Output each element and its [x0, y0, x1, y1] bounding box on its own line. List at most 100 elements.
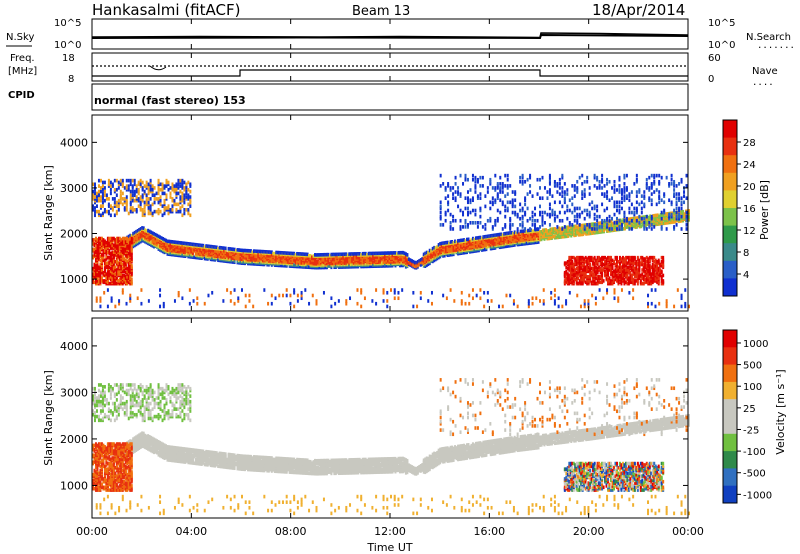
power-cell	[618, 204, 621, 209]
power-cell	[483, 247, 486, 252]
power-cell	[124, 247, 127, 252]
power-cell	[185, 195, 188, 199]
power-cell	[586, 179, 589, 184]
power-cell	[603, 208, 606, 213]
power-cell	[670, 212, 673, 217]
power-cell	[200, 247, 203, 252]
power-cell	[179, 195, 182, 199]
power-cell	[474, 175, 477, 180]
power-cell	[226, 256, 229, 261]
power-cell	[181, 191, 184, 196]
power-cell	[573, 232, 576, 236]
power-cell	[181, 213, 184, 218]
power-cell	[481, 225, 484, 229]
power-cell	[410, 259, 413, 263]
power-cell	[194, 251, 197, 256]
power-cell	[159, 209, 162, 214]
power-cell	[462, 210, 465, 215]
power-cell	[160, 236, 163, 240]
power-cell	[648, 225, 651, 229]
power-cell	[299, 261, 302, 265]
power-cell	[491, 186, 494, 190]
power-cell	[439, 184, 442, 188]
power-cell	[137, 204, 140, 208]
power-cell	[390, 262, 392, 267]
power-cell	[126, 272, 129, 276]
power-cell	[117, 266, 120, 271]
power-cell	[566, 280, 569, 285]
power-cell	[633, 212, 636, 217]
power-cell	[185, 186, 188, 190]
power-cell	[628, 221, 631, 225]
power-cell	[102, 279, 105, 283]
power-cell	[457, 241, 460, 246]
power-cell	[519, 229, 522, 234]
power-cell	[305, 252, 308, 257]
power-cell	[632, 216, 635, 221]
power-cell	[194, 255, 197, 260]
power-cell	[601, 177, 604, 182]
power-cell	[123, 197, 126, 201]
power-cell	[688, 209, 690, 213]
power-cell	[127, 187, 130, 192]
power-cell	[227, 246, 230, 251]
power-cell	[539, 230, 541, 234]
power-cell	[243, 258, 246, 263]
power-cell	[536, 192, 539, 196]
power-cell	[113, 200, 116, 205]
power-cell	[558, 210, 561, 215]
power-cell	[561, 204, 564, 209]
power-cell	[650, 214, 653, 219]
power-cell	[630, 227, 633, 231]
power-cell	[99, 273, 102, 278]
power-cell	[139, 178, 142, 183]
power-cell	[187, 195, 190, 199]
power-cell	[124, 240, 127, 245]
power-cell	[576, 188, 579, 192]
power-cell	[618, 208, 621, 213]
power-cell	[484, 223, 487, 227]
power-cell	[531, 210, 534, 215]
power-cell	[521, 179, 524, 184]
power-cell	[653, 179, 656, 184]
power-cell	[185, 184, 188, 188]
power-cell	[489, 182, 492, 186]
power-cell	[106, 261, 109, 265]
power-cell	[566, 188, 569, 192]
power-cell	[552, 227, 555, 231]
power-cell	[665, 227, 668, 231]
power-cell	[165, 195, 168, 199]
power-cell	[214, 249, 217, 253]
power-cell	[439, 242, 442, 246]
power-cell	[293, 263, 296, 267]
power-cell	[101, 193, 104, 198]
power-cell	[436, 252, 439, 257]
power-cell	[576, 206, 579, 211]
power-cell	[613, 221, 616, 225]
power-cell	[100, 236, 103, 241]
power-cell	[118, 244, 121, 249]
power-cell	[144, 228, 147, 233]
power-cell	[494, 188, 497, 192]
power-cell	[147, 202, 150, 207]
power-cell	[581, 173, 584, 178]
power-cell	[447, 182, 450, 186]
power-cell	[434, 246, 437, 250]
power-cell	[105, 249, 108, 253]
power-cell	[678, 198, 681, 203]
power-cell	[103, 180, 106, 185]
power-cell	[124, 253, 127, 257]
power-cell	[524, 210, 527, 215]
power-cell	[521, 214, 524, 219]
power-cell	[248, 249, 251, 253]
power-cell	[105, 240, 108, 245]
power-cell	[106, 255, 109, 260]
power-cell	[548, 173, 551, 178]
power-cell	[93, 275, 96, 279]
power-cell	[430, 258, 433, 262]
power-cell	[103, 258, 106, 263]
power-cell	[593, 206, 596, 211]
power-cell	[558, 226, 561, 231]
power-cell	[573, 214, 576, 219]
power-cell	[596, 223, 599, 227]
